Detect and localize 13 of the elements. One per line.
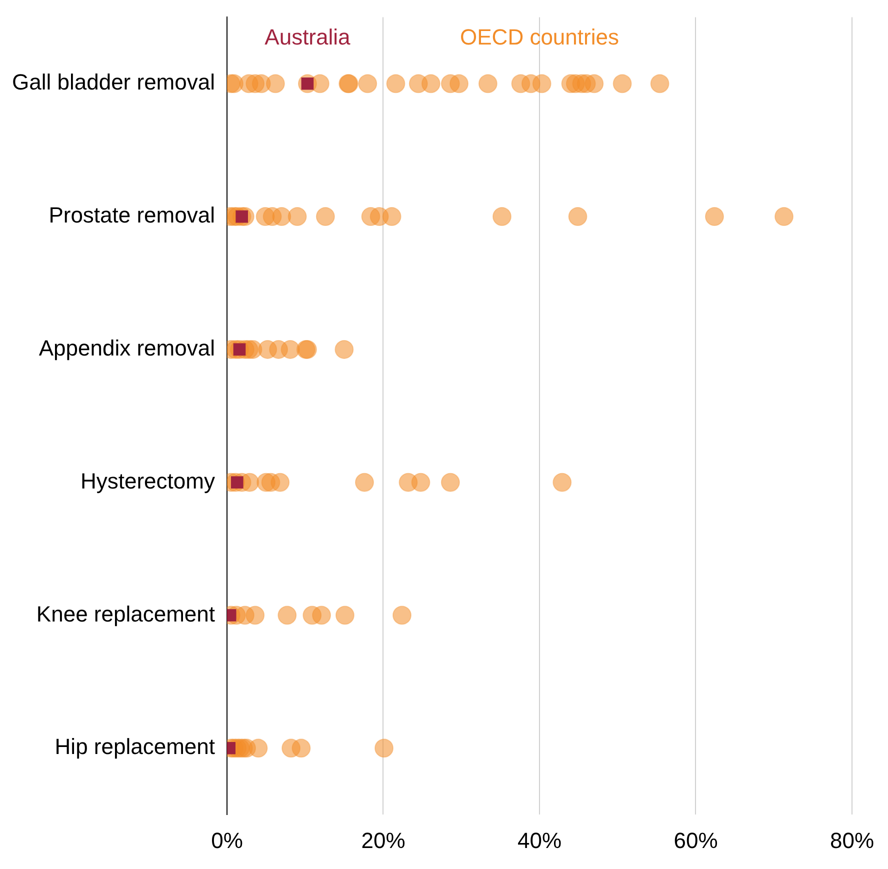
y-tick-label: Gall bladder removal (12, 70, 215, 95)
series-label: OECD countries (460, 24, 619, 50)
x-tick-label: 80% (830, 828, 874, 853)
y-tick-label: Appendix removal (38, 336, 215, 361)
x-tick-label: 60% (674, 828, 718, 853)
x-tick-label: 40% (517, 828, 562, 853)
y-tick-label: Knee replacement (36, 601, 215, 626)
y-tick-label: Prostate removal (48, 202, 215, 228)
x-tick-label: 20% (361, 828, 406, 853)
y-tick-label: Hip replacement (54, 734, 215, 760)
series-label: Australia (264, 24, 352, 50)
x-tick-label: 0% (211, 828, 243, 853)
y-tick-label: Hysterectomy (80, 468, 215, 494)
